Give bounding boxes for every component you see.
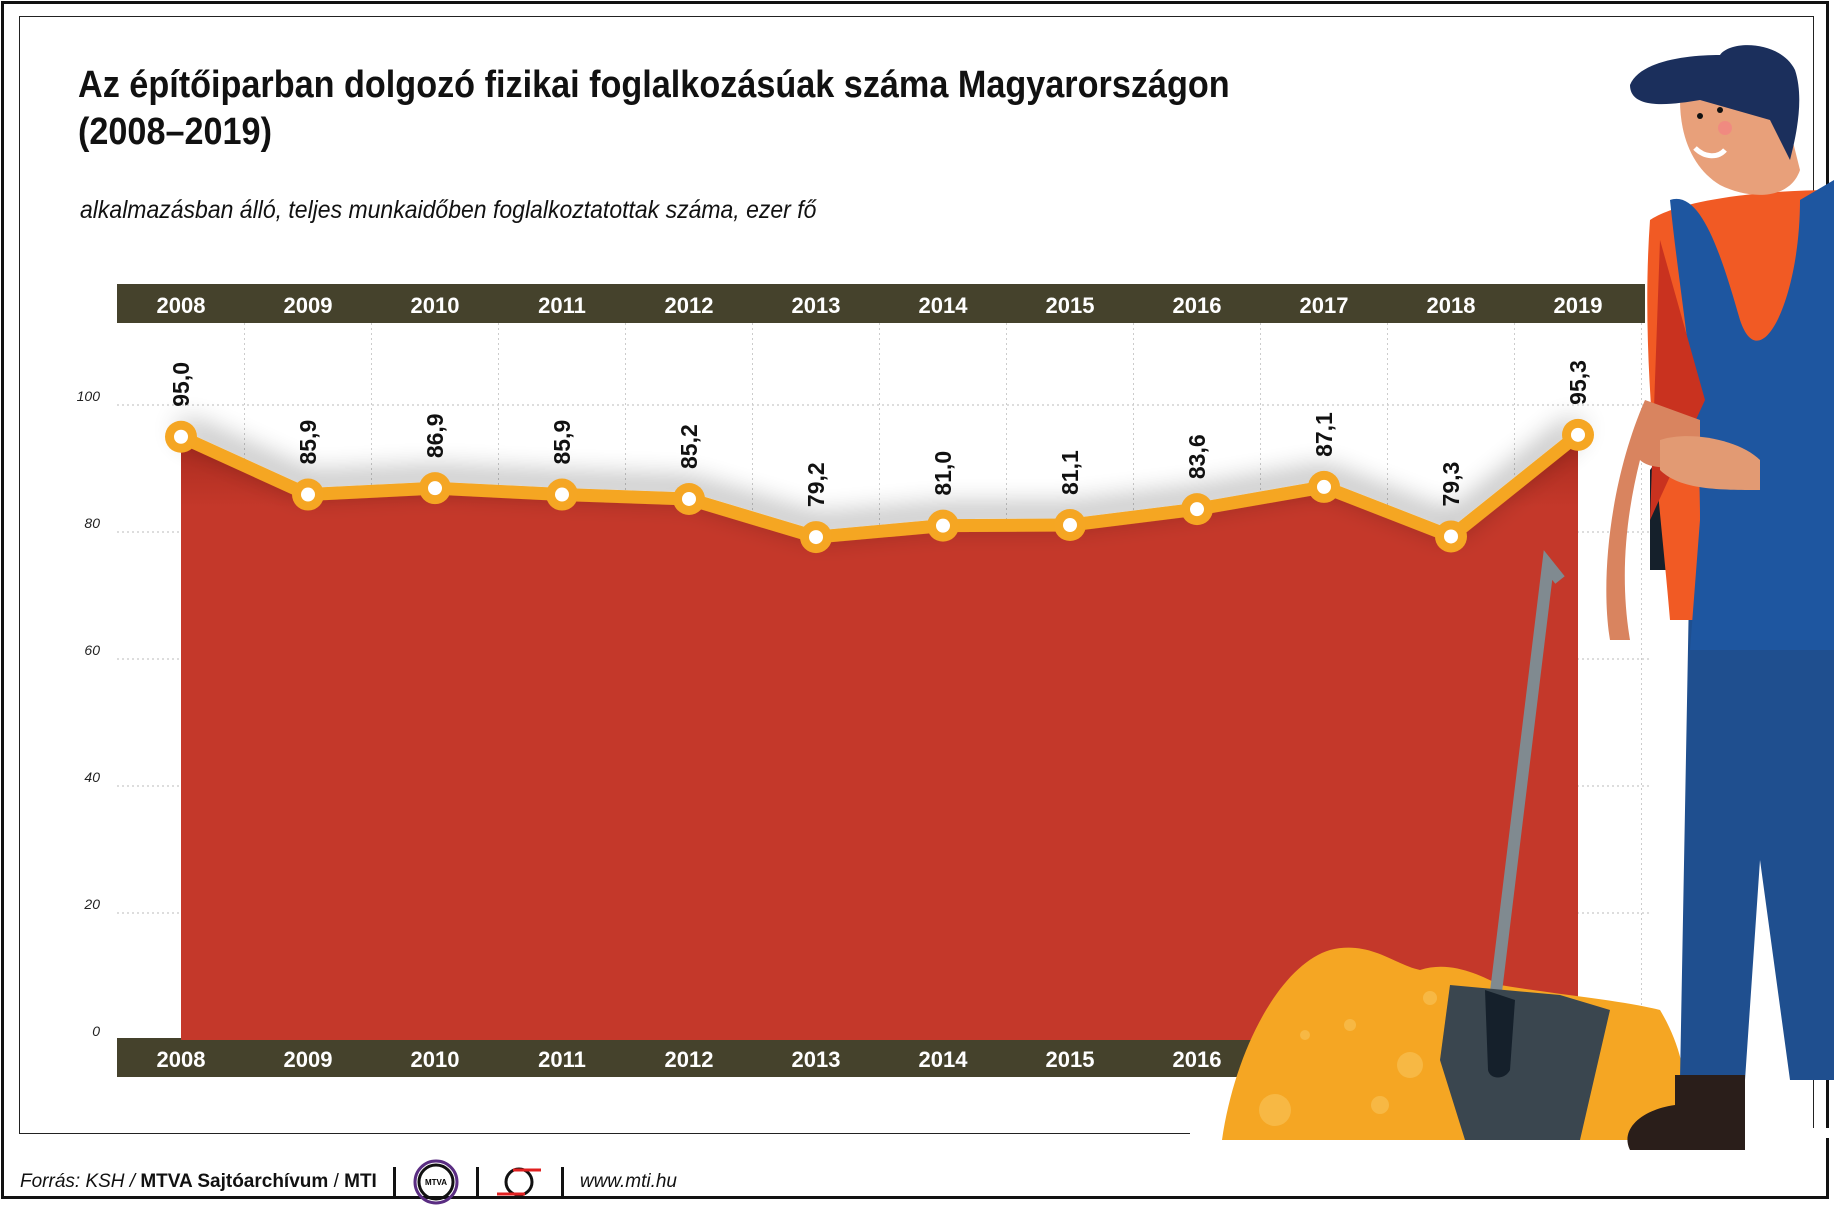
source-prefix: Forrás: KSH / bbox=[20, 1171, 136, 1192]
source-sep: / bbox=[333, 1171, 339, 1192]
data-label: 95,3 bbox=[1565, 360, 1591, 405]
data-point-center bbox=[1317, 479, 1331, 494]
y-tick-label: 40 bbox=[84, 769, 100, 785]
mti-logo-icon bbox=[496, 1167, 541, 1197]
top-year-bar bbox=[117, 284, 1645, 323]
data-point-center bbox=[1571, 427, 1585, 442]
area-fill bbox=[181, 434, 1578, 1041]
data-point-center bbox=[682, 491, 696, 506]
footer: Forrás: KSH / MTVA Sajtóarchívum / MTI M… bbox=[20, 1158, 677, 1206]
x-tick-label: 2010 bbox=[411, 293, 460, 318]
x-tick-label: 2016 bbox=[1173, 1047, 1222, 1072]
construction-worker-illustration bbox=[1222, 45, 1834, 1150]
data-label: 81,1 bbox=[1057, 450, 1083, 495]
source-mti: MTI bbox=[344, 1171, 377, 1192]
x-tick-label: 2011 bbox=[538, 293, 586, 318]
website-link[interactable]: www.mti.hu bbox=[579, 1171, 677, 1192]
source-mtva: MTVA Sajtóarchívum bbox=[140, 1171, 329, 1192]
data-label: 83,6 bbox=[1184, 434, 1210, 479]
mtva-logo: MTVA bbox=[413, 1159, 459, 1205]
x-tick-label: 2008 bbox=[157, 1047, 206, 1072]
data-point-center bbox=[428, 481, 442, 496]
x-tick-label: 2013 bbox=[792, 1047, 841, 1072]
data-label: 85,2 bbox=[676, 424, 702, 469]
divider bbox=[560, 1167, 564, 1197]
x-tick-label: 2014 bbox=[919, 1047, 969, 1072]
title-line-2: (2008–2019) bbox=[78, 111, 272, 153]
x-tick-label: 2017 bbox=[1300, 293, 1349, 318]
x-tick-label: 2010 bbox=[411, 1047, 460, 1072]
y-tick-label: 100 bbox=[77, 388, 101, 404]
chart-title: Az építőiparban dolgozó fizikai foglalko… bbox=[78, 62, 1518, 156]
data-label: 81,0 bbox=[930, 451, 956, 496]
x-tick-label: 2014 bbox=[919, 293, 969, 318]
divider bbox=[475, 1167, 479, 1197]
x-tick-label: 2009 bbox=[284, 1047, 333, 1072]
data-point-center bbox=[936, 518, 950, 533]
data-label: 85,9 bbox=[295, 420, 321, 465]
data-label: 95,0 bbox=[168, 362, 194, 407]
x-tick-label: 2016 bbox=[1173, 293, 1222, 318]
data-point-center bbox=[809, 530, 823, 545]
divider bbox=[392, 1167, 396, 1197]
y-tick-label: 20 bbox=[83, 896, 100, 912]
series-line bbox=[178, 429, 1583, 544]
x-tick-label: 2015 bbox=[1046, 1047, 1095, 1072]
x-tick-label: 2011 bbox=[538, 1047, 586, 1072]
data-point-center bbox=[555, 487, 569, 502]
x-tick-label: 2012 bbox=[665, 293, 714, 318]
data-label: 79,3 bbox=[1438, 462, 1464, 507]
x-tick-label: 2018 bbox=[1427, 293, 1476, 318]
data-point-center bbox=[1190, 502, 1204, 517]
x-tick-label: 2013 bbox=[792, 293, 841, 318]
x-tick-label: 2008 bbox=[157, 293, 206, 318]
data-label: 87,1 bbox=[1311, 412, 1337, 457]
y-tick-label: 80 bbox=[84, 515, 100, 531]
data-label: 86,9 bbox=[422, 413, 448, 458]
data-point-center bbox=[301, 487, 315, 502]
svg-text:MTVA: MTVA bbox=[425, 1178, 447, 1187]
x-tick-label: 2012 bbox=[665, 1047, 714, 1072]
data-point-center bbox=[1063, 518, 1077, 533]
data-label: 85,9 bbox=[549, 420, 575, 465]
chart-subtitle: alkalmazásban álló, teljes munkaidőben f… bbox=[80, 196, 817, 224]
y-tick-label: 0 bbox=[92, 1023, 100, 1039]
y-tick-label: 60 bbox=[84, 642, 100, 658]
data-label: 79,2 bbox=[803, 462, 829, 507]
data-point-center bbox=[1444, 529, 1458, 544]
title-line-1: Az építőiparban dolgozó fizikai foglalko… bbox=[78, 64, 1230, 106]
x-tick-label: 2015 bbox=[1046, 293, 1095, 318]
x-tick-label: 2019 bbox=[1554, 293, 1603, 318]
x-tick-label: 2009 bbox=[284, 293, 333, 318]
data-point-center bbox=[174, 429, 188, 444]
